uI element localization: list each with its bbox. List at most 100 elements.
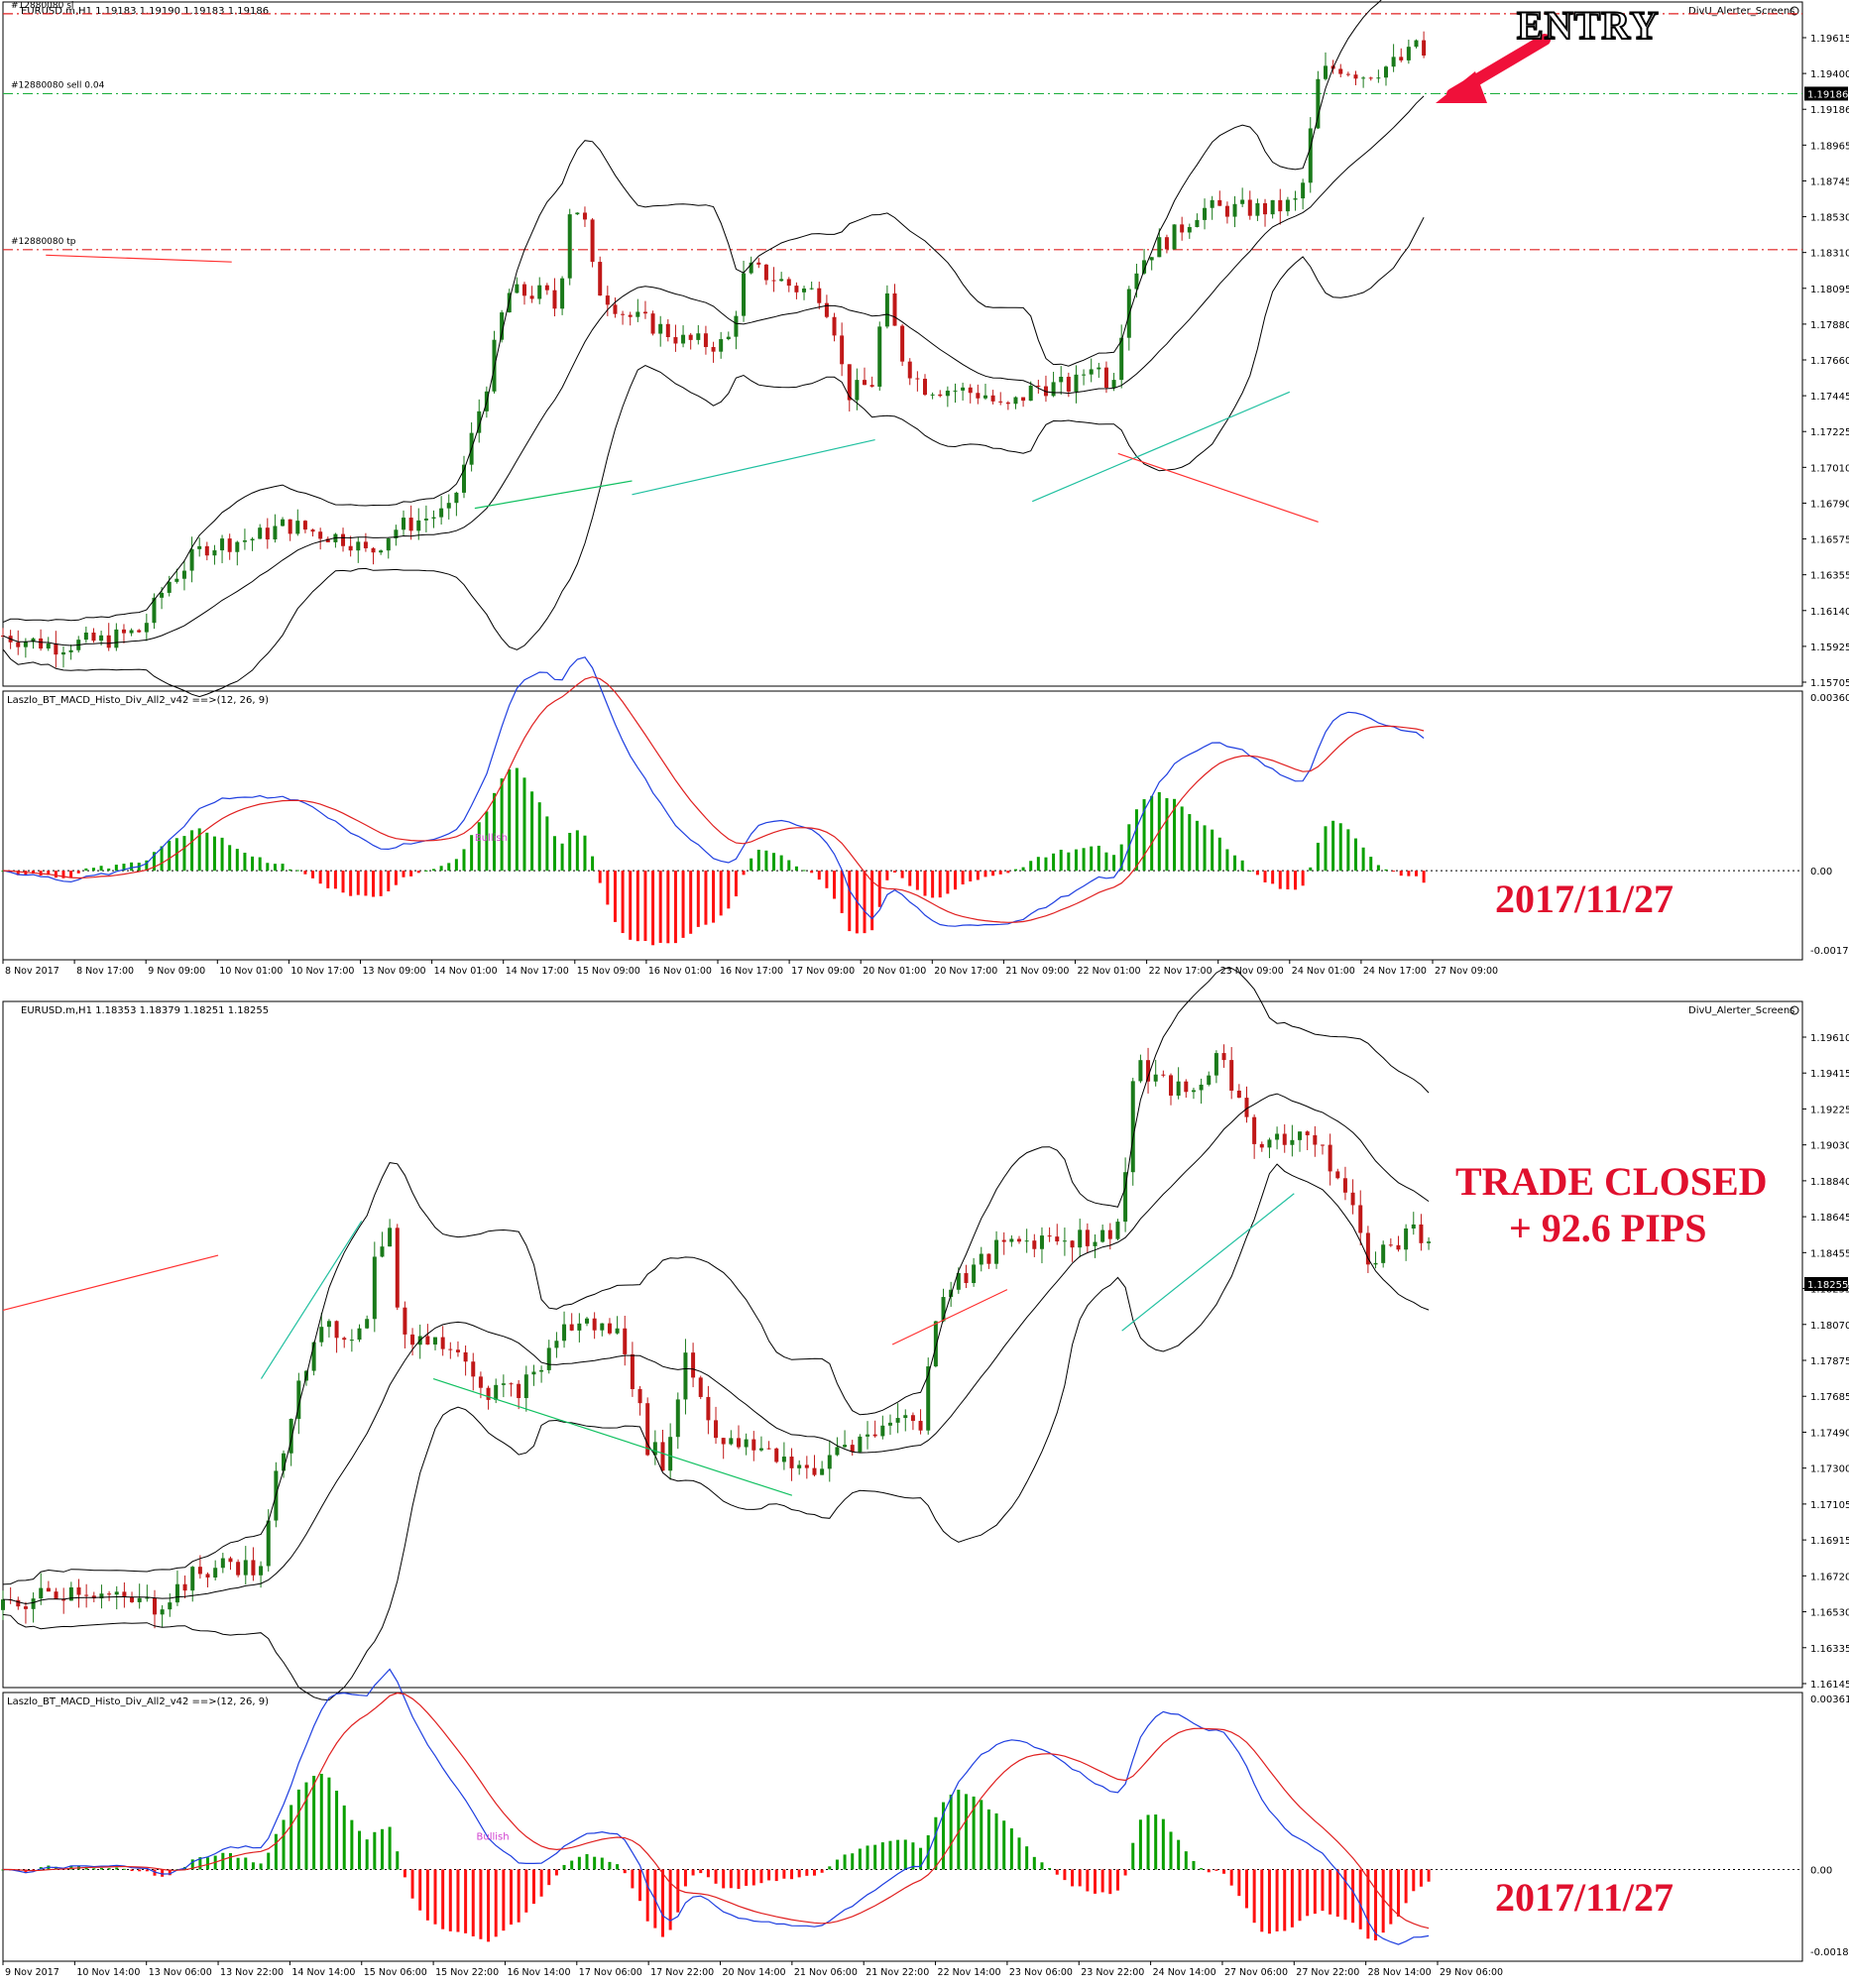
macd-hist-bar	[289, 1805, 293, 1870]
macd-hist-bar	[456, 1869, 460, 1932]
candle-body	[1161, 1074, 1166, 1076]
candle-body	[388, 1228, 393, 1247]
candle-body	[824, 302, 829, 317]
macd-hist-bar	[1044, 857, 1048, 872]
candle-body	[797, 1464, 802, 1468]
macd-hist-bar	[1306, 1869, 1310, 1917]
candle-body	[121, 629, 126, 634]
macd-hist-bar	[714, 1869, 718, 1884]
macd-hist-bar	[880, 1842, 884, 1870]
candle-body	[1298, 1131, 1303, 1140]
candle-body	[758, 1448, 763, 1451]
candle-body	[621, 313, 626, 315]
macd-hist-bar	[820, 1869, 824, 1873]
macd-hist-bar	[318, 871, 322, 884]
time-tick-label: 27 Nov 06:00	[1224, 1967, 1288, 1978]
macd-hist-bar	[1407, 871, 1411, 877]
macd-hist-bar	[1338, 823, 1342, 872]
candle-body	[1111, 380, 1116, 389]
macd-hist-bar	[1100, 1869, 1104, 1893]
candle-body	[1207, 1075, 1212, 1085]
macd-hist-bar	[190, 830, 194, 872]
macd-hist-bar	[312, 1775, 316, 1870]
macd-hist-bar	[341, 871, 345, 893]
candle-body	[675, 1399, 680, 1438]
macd-hist-bar	[1275, 1869, 1279, 1931]
candle-body	[1055, 1236, 1060, 1242]
candle-body	[907, 361, 912, 379]
candle-body	[31, 1598, 36, 1609]
macd-hist-bar	[660, 1869, 664, 1937]
macd-hist-bar	[1331, 820, 1335, 872]
price-tick-label: 1.17010	[1810, 463, 1849, 474]
candle-body	[403, 1307, 407, 1335]
macd-hist-bar	[1324, 826, 1328, 872]
candle-body	[1024, 1240, 1029, 1242]
candle-body	[789, 1457, 794, 1468]
macd-hist-bar	[145, 860, 149, 872]
macd-hist-bar	[464, 1869, 468, 1933]
macd-histogram	[1, 1773, 1431, 1942]
time-tick-label: 21 Nov 22:00	[866, 1967, 929, 1978]
macd-hist-bar	[1252, 1869, 1256, 1924]
macd-hist-bar	[1301, 871, 1305, 886]
candle-body	[517, 1383, 521, 1399]
candle-body	[1320, 1144, 1325, 1146]
candle-body	[448, 1348, 453, 1350]
macd-line	[2, 656, 1425, 927]
macd-hist-bar	[1138, 1819, 1142, 1870]
macd-hist-bar	[577, 1856, 581, 1870]
entry-annotation: ENTRY	[1516, 2, 1660, 49]
macd-hist-bar	[689, 871, 693, 934]
macd-hist-bar	[462, 849, 466, 872]
macd-hist-bar	[387, 871, 391, 891]
candle-body	[160, 592, 165, 598]
candle-body	[1070, 1240, 1075, 1248]
price-tick-label: 1.15925	[1810, 643, 1849, 653]
candle-body	[1, 1599, 5, 1610]
candle-body	[1316, 78, 1321, 129]
macd-hist-bar	[1052, 853, 1056, 872]
price-tick-label: 1.16530	[1810, 1608, 1849, 1619]
time-tick-label: 15 Nov 06:00	[364, 1967, 427, 1978]
macd-hist-bar	[425, 1869, 429, 1921]
candle-body	[1066, 376, 1071, 393]
current-price-label: 1.18255	[1807, 1280, 1848, 1291]
candle-body	[1217, 199, 1222, 206]
candle-body	[802, 289, 807, 292]
macd-hist-bar	[356, 871, 360, 895]
candle-body	[537, 285, 542, 299]
candle-body	[847, 364, 852, 401]
macd-hist-bar	[152, 852, 156, 872]
candle-body	[1427, 1241, 1432, 1243]
divergence-line	[46, 254, 232, 263]
candle-body	[953, 390, 958, 392]
candle-body	[54, 1591, 58, 1599]
macd-hist-bar	[1240, 860, 1244, 872]
candle-body	[1005, 402, 1010, 405]
candle-body	[895, 1418, 900, 1423]
price-tick-label: 1.18310	[1810, 249, 1849, 260]
macd-hist-bar	[1237, 1869, 1241, 1897]
candle-body	[408, 518, 413, 531]
candle-body	[91, 1595, 96, 1599]
macd-hist-bar	[1321, 1869, 1325, 1912]
candle-body	[1345, 73, 1350, 75]
macd-hist-bar	[1154, 1814, 1158, 1870]
candle-body	[832, 316, 837, 336]
macd-hist-bar	[1351, 1869, 1355, 1924]
macd-hist-bar	[568, 832, 572, 872]
macd-hist-bar	[562, 1864, 566, 1870]
macd-hist-bar	[1203, 825, 1207, 872]
candle-body	[972, 1264, 977, 1283]
macd-hist-bar	[994, 1813, 998, 1870]
candle-body	[83, 632, 88, 641]
time-tick-label: 14 Nov 14:00	[291, 1967, 355, 1978]
macd-tick-label: 0.00	[1810, 1865, 1832, 1876]
divergence-line	[1121, 1193, 1295, 1332]
macd-hist-bar	[304, 1782, 308, 1870]
macd-hist-bar	[1346, 829, 1350, 872]
candle-body	[1009, 1238, 1014, 1242]
divergence-line	[432, 1378, 793, 1496]
macd-hist-bar	[1207, 1869, 1211, 1873]
